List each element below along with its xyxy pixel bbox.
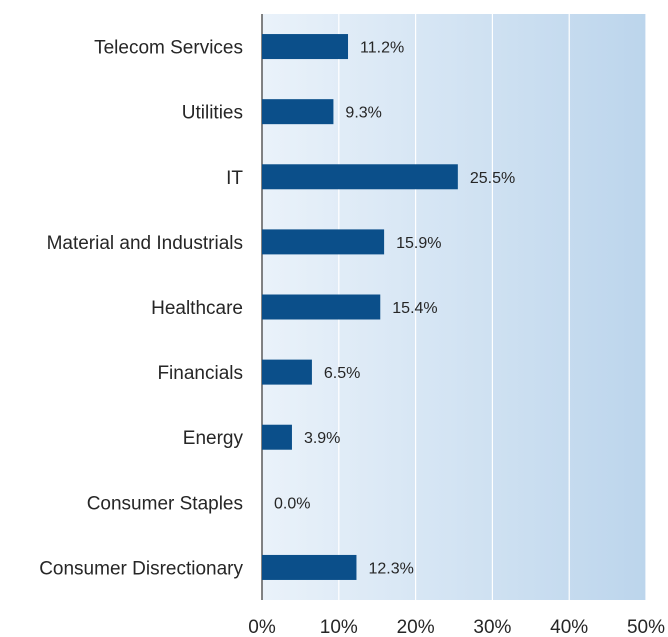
- bar: [262, 359, 312, 385]
- bar: [262, 554, 357, 580]
- value-label: 12.3%: [368, 560, 413, 577]
- category-label: Telecom Services: [94, 38, 243, 59]
- value-label: 11.2%: [360, 40, 404, 57]
- x-tick-label: 30%: [473, 617, 511, 637]
- category-label: Material and Industrials: [47, 233, 243, 254]
- bars-group: [262, 34, 458, 580]
- category-label: IT: [226, 168, 243, 189]
- value-label: 3.9%: [304, 430, 340, 447]
- value-label: 0.0%: [274, 495, 310, 512]
- category-label: Energy: [183, 428, 244, 449]
- value-label: 6.5%: [324, 365, 360, 382]
- category-label: Consumer Disrectionary: [39, 558, 243, 579]
- bar: [262, 424, 292, 450]
- bar: [262, 294, 381, 320]
- category-label: Healthcare: [151, 298, 243, 319]
- value-labels: 11.2% 9.3% 25.5% 15.9% 15.4% 6.5% 3.9% 0.0% 12.3…: [274, 40, 515, 578]
- bar: [262, 99, 334, 125]
- value-label: 9.3%: [345, 105, 381, 122]
- category-labels: Telecom Services Utilities IT Material and …: [39, 38, 243, 580]
- category-label: Consumer Staples: [87, 493, 243, 514]
- x-tick-label: 50%: [627, 617, 665, 637]
- gridlines: [338, 14, 647, 600]
- value-label: 15.9%: [396, 235, 441, 252]
- category-label: Utilities: [182, 103, 243, 124]
- x-tick-label: 20%: [397, 617, 435, 637]
- value-label: 15.4%: [392, 300, 437, 317]
- category-label: Financials: [157, 363, 243, 384]
- x-tick-labels: 0% 10% 20% 30% 40% 50%: [248, 617, 665, 637]
- x-tick-label: 40%: [550, 617, 588, 637]
- x-tick-label: 10%: [320, 617, 358, 637]
- x-tick-label: 0%: [248, 617, 276, 637]
- value-label: 25.5%: [470, 170, 515, 187]
- bar: [262, 34, 349, 60]
- bar: [262, 229, 385, 255]
- bar: [262, 164, 458, 190]
